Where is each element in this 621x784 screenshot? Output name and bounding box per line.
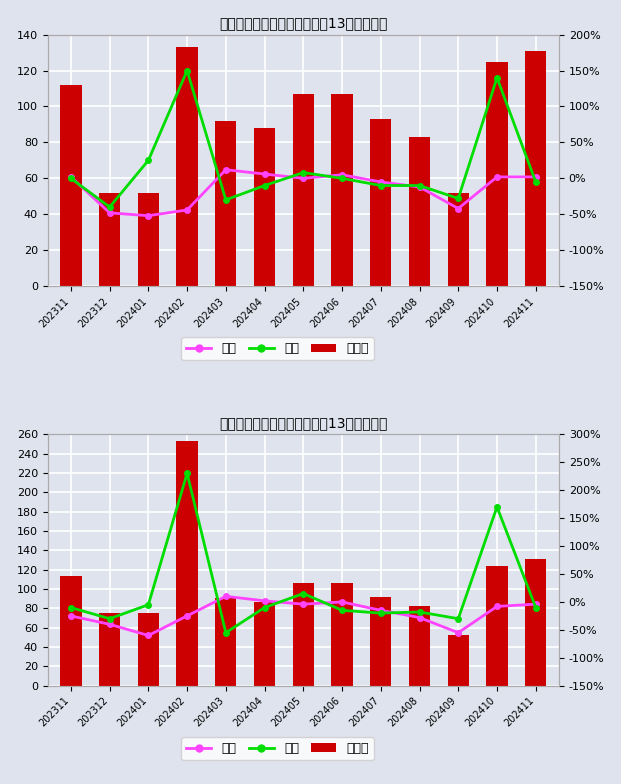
Bar	[332, 94, 353, 286]
Bar	[370, 597, 391, 686]
Bar	[486, 566, 507, 686]
Bar	[486, 62, 507, 286]
Bar	[60, 576, 81, 686]
Bar	[176, 441, 197, 686]
Bar	[332, 583, 353, 686]
Title: 中国綠碳化硅在产生产商过去13个月产销率: 中国綠碳化硅在产生产商过去13个月产销率	[219, 416, 388, 430]
Bar	[292, 583, 314, 686]
Legend: 同比, 环比, 产销率: 同比, 环比, 产销率	[181, 337, 374, 361]
Bar	[448, 634, 469, 686]
Bar	[138, 193, 159, 286]
Bar	[448, 193, 469, 286]
Bar	[215, 121, 237, 286]
Bar	[254, 128, 275, 286]
Bar	[370, 119, 391, 286]
Bar	[525, 559, 546, 686]
Bar	[99, 613, 120, 686]
Bar	[99, 193, 120, 286]
Bar	[409, 607, 430, 686]
Bar	[215, 597, 237, 686]
Legend: 同比, 环比, 产销率: 同比, 环比, 产销率	[181, 737, 374, 760]
Bar	[525, 51, 546, 286]
Title: 中国綠碳化硅全部生产商过去13个月产销率: 中国綠碳化硅全部生产商过去13个月产销率	[219, 16, 388, 31]
Bar	[292, 94, 314, 286]
Bar	[409, 137, 430, 286]
Bar	[254, 601, 275, 686]
Bar	[138, 613, 159, 686]
Bar	[60, 85, 81, 286]
Bar	[176, 47, 197, 286]
